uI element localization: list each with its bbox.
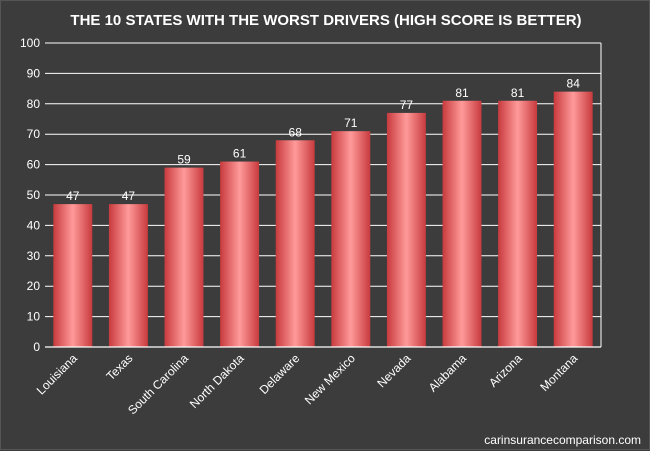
y-tick-label: 30 xyxy=(27,249,41,263)
data-labels: 47 47 59 61 68 71 77 81 81 84 xyxy=(66,77,580,203)
x-tick-label: Arizona xyxy=(486,351,525,390)
data-label: 61 xyxy=(233,147,247,161)
y-tick-label: 10 xyxy=(27,310,41,324)
bars xyxy=(53,91,593,347)
y-tick-label: 100 xyxy=(20,36,40,50)
bar xyxy=(553,91,593,347)
y-tick-label: 80 xyxy=(27,97,41,111)
x-tick-label: Texas xyxy=(103,351,135,383)
y-tick-label: 60 xyxy=(27,158,41,172)
x-tick-label: North Dakota xyxy=(187,351,247,411)
data-label: 84 xyxy=(567,77,581,91)
bar xyxy=(498,100,538,347)
x-tick-label: New Mexico xyxy=(302,351,358,407)
y-axis-ticks: 0 10 20 30 40 50 60 70 80 90 100 xyxy=(20,36,40,354)
y-tick-label: 50 xyxy=(27,188,41,202)
data-label: 81 xyxy=(455,86,469,100)
y-tick-label: 40 xyxy=(27,218,41,232)
chart-title: THE 10 STATES WITH THE WORST DRIVERS (HI… xyxy=(70,12,581,29)
x-tick-label: Montana xyxy=(537,351,580,394)
bar xyxy=(386,112,426,347)
x-tick-label: Alabama xyxy=(426,351,470,395)
bar xyxy=(53,204,93,347)
bar xyxy=(220,161,260,347)
bar xyxy=(108,204,148,347)
source-credit: carinsurancecomparison.com xyxy=(484,433,641,447)
data-label: 47 xyxy=(122,189,136,203)
data-label: 59 xyxy=(177,153,191,167)
data-label: 71 xyxy=(344,116,358,130)
bar xyxy=(331,131,371,347)
data-label: 77 xyxy=(400,98,414,112)
data-label: 68 xyxy=(289,125,303,139)
y-tick-label: 90 xyxy=(27,66,41,80)
y-tick-label: 70 xyxy=(27,127,41,141)
y-tick-label: 20 xyxy=(27,279,41,293)
y-tick-label: 0 xyxy=(33,340,40,354)
data-label: 47 xyxy=(66,189,80,203)
bar xyxy=(275,140,315,347)
x-tick-label: Nevada xyxy=(374,351,413,390)
data-label: 81 xyxy=(511,86,525,100)
x-tick-label: Louisiana xyxy=(34,351,80,397)
bar xyxy=(164,167,204,347)
bar xyxy=(442,100,482,347)
x-tick-label: Delaware xyxy=(257,351,303,397)
